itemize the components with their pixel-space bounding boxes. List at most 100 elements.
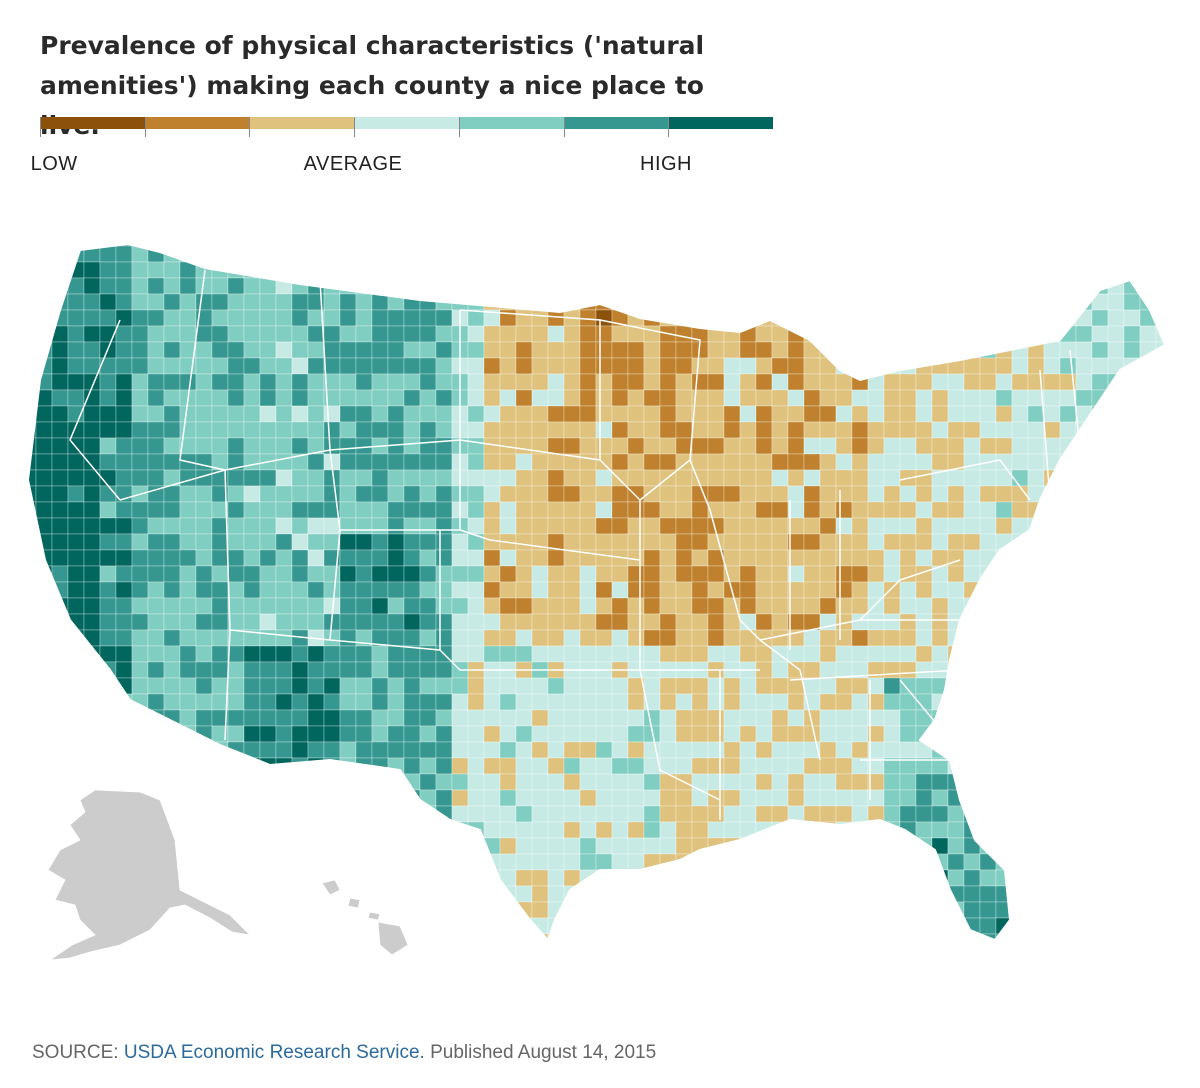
- county-cell: [595, 725, 613, 743]
- county-cell: [787, 469, 805, 487]
- county-cell: [627, 277, 645, 295]
- county-cell: [611, 805, 629, 823]
- county-cell: [595, 421, 613, 439]
- county-cell: [243, 277, 261, 295]
- county-cell: [867, 245, 885, 263]
- county-cell: [1172, 582, 1188, 598]
- county-cell: [371, 725, 389, 743]
- county-cell: [995, 485, 1013, 503]
- county-cell: [451, 837, 469, 855]
- county-cell: [835, 485, 853, 503]
- county-cell: [467, 244, 485, 247]
- county-cell: [243, 533, 261, 551]
- county-cell: [307, 821, 325, 839]
- county-cell: [1043, 869, 1061, 887]
- county-cell: [643, 389, 661, 407]
- county-cell: [1124, 966, 1140, 982]
- county-cell: [643, 645, 661, 663]
- county-cell: [99, 629, 117, 647]
- county-cell: [868, 966, 884, 982]
- county-cell: [579, 405, 597, 423]
- county-cell: [1027, 837, 1045, 855]
- source-link[interactable]: USDA Economic Research Service.: [123, 1042, 425, 1063]
- county-cell: [115, 245, 133, 263]
- county-cell: [243, 485, 261, 503]
- county-cell: [771, 421, 789, 439]
- county-cell: [803, 309, 821, 327]
- county-cell: [483, 341, 501, 359]
- county-cell: [259, 485, 277, 503]
- county-cell: [707, 277, 725, 295]
- county-cell: [995, 821, 1013, 839]
- county-cell: [468, 966, 484, 982]
- county-cell: [1075, 917, 1093, 935]
- county-cell: [1043, 837, 1061, 855]
- county-cell: [547, 773, 565, 791]
- county-cell: [867, 405, 885, 423]
- county-cell: [579, 357, 597, 375]
- county-cell: [307, 805, 325, 823]
- county-cell: [579, 261, 597, 279]
- county-cell: [1059, 517, 1077, 535]
- county-cell: [547, 789, 565, 807]
- county-cell: [339, 773, 357, 791]
- county-cell: [835, 805, 853, 823]
- county-cell: [28, 549, 37, 567]
- county-cell: [291, 805, 309, 823]
- county-cell: [323, 357, 341, 375]
- county-cell: [883, 389, 901, 407]
- county-cell: [771, 661, 789, 679]
- county-cell: [531, 629, 549, 647]
- county-cell: [931, 453, 949, 471]
- county-cell: [371, 885, 389, 903]
- county-cell: [227, 325, 245, 343]
- county-cell: [323, 421, 341, 439]
- county-cell: [36, 966, 52, 982]
- county-cell: [851, 933, 869, 940]
- county-cell: [435, 821, 453, 839]
- county-cell: [675, 597, 693, 615]
- county-cell: [787, 293, 805, 311]
- county-cell: [51, 693, 69, 711]
- county-cell: [579, 277, 597, 295]
- county-cell: [211, 773, 229, 791]
- county-cell: [403, 565, 421, 583]
- county-cell: [147, 549, 165, 567]
- county-cell: [1172, 774, 1188, 790]
- county-cell: [628, 966, 644, 982]
- county-cell: [515, 805, 533, 823]
- county-cell: [1027, 901, 1045, 919]
- county-cell: [355, 389, 373, 407]
- county-cell: [803, 933, 821, 940]
- county-cell: [403, 853, 421, 871]
- county-cell: [67, 293, 85, 311]
- county-cell: [771, 389, 789, 407]
- county-cell: [355, 725, 373, 743]
- county-cell: [228, 966, 244, 982]
- county-cell: [531, 421, 549, 439]
- county-cell: [99, 597, 117, 615]
- county-cell: [148, 950, 164, 966]
- county-cell: [275, 645, 293, 663]
- county-cell: [20, 966, 36, 982]
- county-cell: [1172, 742, 1188, 758]
- county-cell: [35, 293, 53, 311]
- county-cell: [387, 565, 405, 583]
- county-cell: [707, 917, 725, 935]
- county-cell: [627, 885, 645, 903]
- county-cell: [499, 933, 517, 940]
- county-cell: [1011, 293, 1029, 311]
- county-cell: [883, 405, 901, 423]
- county-cell: [1172, 870, 1188, 886]
- county-cell: [355, 869, 373, 887]
- county-cell: [435, 469, 453, 487]
- county-cell: [1123, 821, 1141, 839]
- county-cell: [339, 677, 357, 695]
- county-cell: [883, 917, 901, 935]
- county-cell: [963, 837, 981, 855]
- county-cell: [323, 837, 341, 855]
- county-cell: [35, 244, 53, 247]
- county-cell: [835, 869, 853, 887]
- county-cell: [819, 405, 837, 423]
- county-cell: [611, 325, 629, 343]
